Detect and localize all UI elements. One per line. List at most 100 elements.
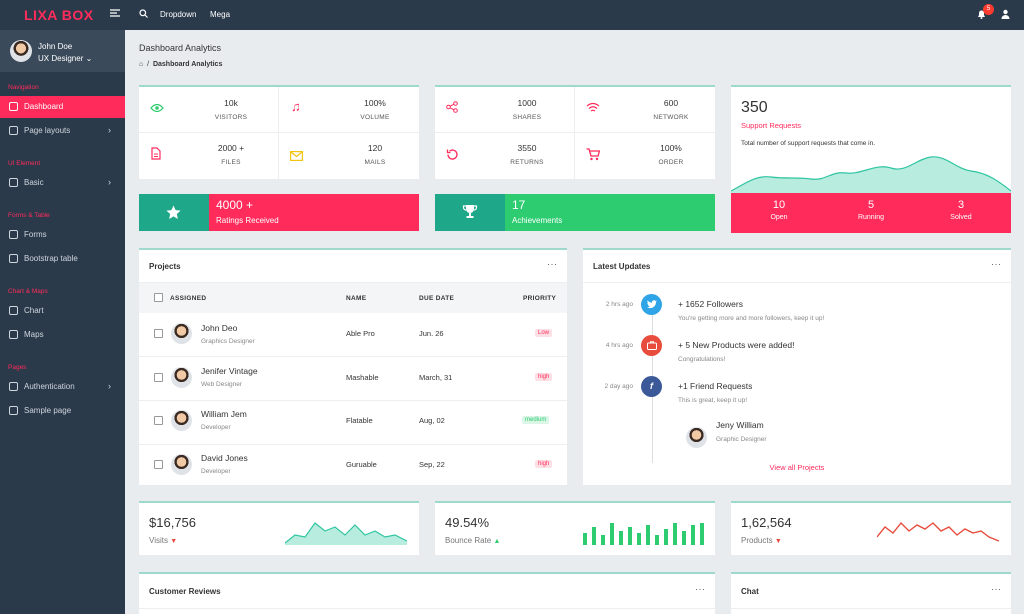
search-icon[interactable] bbox=[139, 9, 148, 21]
table-row[interactable]: David Jones Developer Guruable Sep, 22 h… bbox=[139, 445, 567, 487]
pie-chart-icon bbox=[9, 306, 18, 315]
assignee-name: John Deo bbox=[201, 323, 238, 333]
table-icon bbox=[9, 254, 18, 263]
stat-visitors: 10k VISITORS bbox=[139, 87, 278, 132]
chevron-right-icon: › bbox=[108, 125, 111, 135]
nav-caption-pages: Pages bbox=[8, 364, 27, 371]
breadcrumb-item[interactable]: Dashboard Analytics bbox=[152, 61, 223, 68]
banner-value: 4000 + bbox=[216, 198, 254, 212]
projects-card: Projects ··· ASSIGNED NAME DUE DATE PRIO… bbox=[139, 248, 567, 485]
select-all-checkbox[interactable] bbox=[154, 293, 163, 302]
stat-label: SHARES bbox=[512, 114, 542, 121]
column-header[interactable]: PRIORITY bbox=[523, 295, 557, 302]
page-title: Dashboard Analytics bbox=[139, 43, 222, 53]
column-header[interactable]: DUE DATE bbox=[419, 295, 455, 302]
stat-label: VOLUME bbox=[360, 114, 390, 121]
kpi-label: Bounce Rate ▲ bbox=[445, 536, 501, 545]
kpi-area-chart bbox=[285, 522, 408, 545]
nav-mega-link[interactable]: Mega bbox=[210, 10, 231, 19]
sidebar-item-maps[interactable]: Maps bbox=[0, 324, 125, 346]
share-icon bbox=[446, 101, 458, 116]
stat-mails: 120 MAILS bbox=[279, 133, 419, 179]
priority-badge: medium bbox=[522, 416, 550, 424]
support-stats-bar: 10 Open 5 Running 3 Solved bbox=[731, 193, 1011, 233]
avatar bbox=[171, 367, 192, 388]
row-checkbox[interactable] bbox=[154, 373, 163, 382]
customer-reviews-card: Customer Reviews ··· bbox=[139, 572, 715, 614]
assignee-role: Graphics Designer bbox=[201, 338, 255, 345]
column-header[interactable]: ASSIGNED bbox=[170, 295, 207, 302]
trend-down-icon: ▼ bbox=[774, 538, 782, 545]
stat-order: 100% ORDER bbox=[575, 133, 715, 179]
more-options-icon[interactable]: ··· bbox=[991, 259, 1002, 269]
sidebar-item-page-layouts[interactable]: Page layouts › bbox=[0, 120, 125, 142]
friend-role: Graphic Designer bbox=[716, 436, 767, 443]
more-options-icon[interactable]: ··· bbox=[547, 259, 558, 269]
card-title: Projects bbox=[149, 262, 181, 271]
ratings-banner: 4000 + Ratings Received bbox=[139, 194, 419, 231]
chevron-down-icon: ⌄ bbox=[85, 54, 93, 63]
support-stat-open: 10 Open bbox=[751, 199, 807, 221]
star-icon bbox=[139, 194, 209, 231]
stat-value: 3 bbox=[957, 199, 965, 211]
sidebar-item-dashboard[interactable]: Dashboard bbox=[0, 96, 125, 118]
user-icon[interactable] bbox=[1001, 9, 1010, 22]
sidebar-item-label: Page layouts bbox=[24, 126, 71, 135]
view-all-projects-link[interactable]: View all Projects bbox=[769, 463, 825, 472]
sidebar-item-label: Basic bbox=[24, 178, 44, 187]
breadcrumb: ⌂ / Dashboard Analytics bbox=[139, 61, 223, 68]
notification-badge: 5 bbox=[983, 4, 994, 15]
sidebar-item-bootstrap-table[interactable]: Bootstrap table bbox=[0, 248, 125, 270]
sidebar-item-chart[interactable]: Chart bbox=[0, 300, 125, 322]
stat-label: RETURNS bbox=[510, 159, 544, 166]
sidebar-item-forms[interactable]: Forms bbox=[0, 224, 125, 246]
mail-icon bbox=[290, 149, 304, 164]
eye-icon bbox=[150, 101, 164, 116]
home-icon[interactable]: ⌂ bbox=[139, 61, 144, 68]
support-stat-solved: 3 Solved bbox=[933, 199, 989, 221]
refresh-icon bbox=[446, 148, 459, 164]
kpi-card-products: 1,62,564 Products ▼ bbox=[731, 501, 1011, 555]
more-options-icon[interactable]: ··· bbox=[695, 584, 706, 594]
assignee-role: Web Designer bbox=[201, 381, 243, 388]
support-requests-card: 350 Support Requests Total number of sup… bbox=[731, 85, 1011, 233]
avatar bbox=[171, 410, 192, 431]
row-checkbox[interactable] bbox=[154, 416, 163, 425]
update-title: + 5 New Products were added! bbox=[678, 340, 795, 350]
more-options-icon[interactable]: ··· bbox=[991, 584, 1002, 594]
page-icon bbox=[9, 406, 18, 415]
nav-dropdown-link[interactable]: Dropdown bbox=[160, 10, 197, 19]
stat-label: ORDER bbox=[658, 159, 684, 166]
user-profile[interactable]: John Doe UX Designer ⌄ bbox=[0, 30, 125, 72]
sidebar-item-sample-page[interactable]: Sample page bbox=[0, 400, 125, 422]
column-header[interactable]: NAME bbox=[346, 295, 367, 302]
app-logo[interactable]: LIXA BOX bbox=[24, 7, 94, 23]
latest-updates-card: Latest Updates ··· 2 hrs ago + 1652 Foll… bbox=[583, 248, 1011, 485]
stat-shares: 1000 SHARES bbox=[435, 87, 574, 132]
row-checkbox[interactable] bbox=[154, 460, 163, 469]
sidebar-item-authentication[interactable]: Authentication › bbox=[0, 376, 125, 398]
table-row[interactable]: William Jem Developer Flatable Aug, 02 m… bbox=[139, 401, 567, 444]
sidebar-item-label: Forms bbox=[24, 230, 47, 239]
row-checkbox[interactable] bbox=[154, 329, 163, 338]
assignee-name: David Jones bbox=[201, 453, 248, 463]
update-title: + 1652 Followers bbox=[678, 299, 743, 309]
stat-files: 2000 + FILES bbox=[139, 133, 278, 179]
nav-caption-navigation: Navigation bbox=[8, 84, 39, 91]
layout-icon bbox=[9, 126, 18, 135]
menu-toggle-icon[interactable] bbox=[110, 8, 120, 21]
table-row[interactable]: John Deo Graphics Designer Able Pro Jun.… bbox=[139, 313, 567, 356]
sidebar: John Doe UX Designer ⌄ Navigation Dashbo… bbox=[0, 30, 125, 614]
trend-up-icon: ▲ bbox=[493, 538, 501, 545]
sidebar-item-basic[interactable]: Basic › bbox=[0, 172, 125, 194]
divider bbox=[139, 444, 567, 445]
table-row[interactable]: Jenifer Vintage Web Designer Mashable Ma… bbox=[139, 357, 567, 400]
card-title: Latest Updates bbox=[593, 262, 651, 271]
user-role[interactable]: UX Designer ⌄ bbox=[38, 54, 93, 63]
forms-icon bbox=[9, 230, 18, 239]
stat-value: 120 bbox=[367, 143, 383, 153]
stat-returns: 3550 RETURNS bbox=[435, 133, 574, 179]
card-title: Chat bbox=[741, 587, 759, 596]
divider bbox=[139, 400, 567, 401]
user-name: John Doe bbox=[38, 42, 73, 51]
